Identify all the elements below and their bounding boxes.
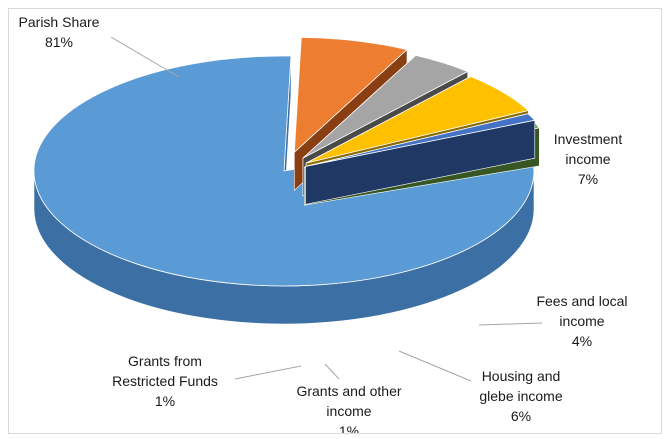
leader-line-4: [324, 363, 340, 380]
data-label-pct-3: 6%: [511, 408, 531, 424]
data-label-pct-5: 1%: [155, 393, 175, 409]
data-label-pct-0: 81%: [45, 34, 73, 50]
data-label-name-5: Grants from: [128, 353, 202, 369]
data-label-name-2: income: [559, 313, 604, 329]
data-label-name-3: glebe income: [479, 388, 562, 404]
slice-top: [302, 54, 469, 159]
data-label-name-4: income: [326, 403, 371, 419]
slice-top: [293, 36, 408, 154]
pie-label-layer: Parish Share 81% Investment income 7% Fees an…: [19, 14, 628, 434]
data-label-pct-4: 1%: [339, 423, 359, 434]
leader-line-2: [478, 322, 543, 326]
pie-side-layer: [33, 36, 541, 325]
data-label-name-1: income: [565, 151, 610, 167]
data-label-name-2: Fees and local: [536, 293, 627, 309]
data-label-pct-1: 7%: [578, 171, 598, 187]
leader-line-5: [234, 365, 302, 380]
data-label-name-4: Grants and other: [296, 383, 401, 399]
slice-top: [305, 76, 530, 164]
chart-area: Parish Share 81% Investment income 7% Fees an…: [8, 8, 662, 434]
slice-top: [33, 55, 535, 287]
data-label-name-0: Parish Share: [19, 14, 100, 30]
data-label-name-3: Housing and: [482, 368, 561, 384]
data-label-name-1: Investment: [554, 131, 623, 147]
slice-top: [305, 113, 536, 167]
data-label-pct-2: 4%: [572, 333, 592, 349]
data-label-name-5: Restricted Funds: [112, 373, 218, 389]
pie-chart: Parish Share 81% Investment income 7% Fees an…: [19, 14, 628, 434]
leader-line-0: [110, 36, 180, 78]
pie-slice-4: [305, 113, 536, 205]
leader-line-3: [398, 350, 472, 382]
